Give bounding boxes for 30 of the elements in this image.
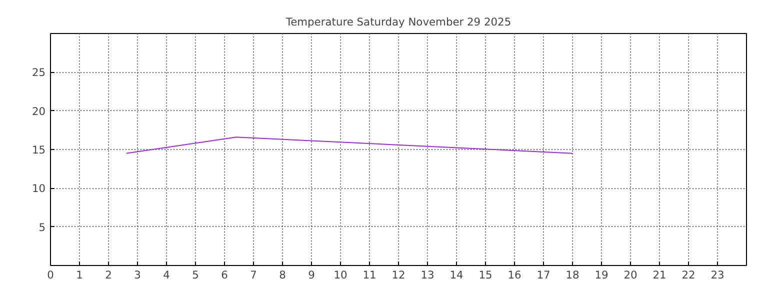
x-tick-label: 11 [362,268,376,282]
y-tick-label: 25 [32,66,46,80]
y-tick-label: 5 [38,220,46,234]
x-tick-label: 19 [594,268,608,282]
y-tick-label: 15 [32,144,46,156]
y-tick-label: 20 [32,104,46,118]
x-tick-label: 21 [652,268,666,282]
x-tick-label: 23 [710,268,724,282]
x-tick-label: 10 [334,268,348,282]
x-tick-label: 5 [192,268,199,282]
y-tick-label: 10 [32,182,46,196]
x-tick-label: 13 [420,268,434,282]
x-tick-label: 16 [508,268,522,282]
chart-title: Temperature Saturday November 29 2025 [284,16,512,28]
x-tick-label: 12 [392,268,406,282]
x-tick-label: 0 [47,268,54,282]
x-tick-label: 18 [566,268,580,282]
x-tick-label: 6 [221,268,228,282]
x-tick-label: 9 [308,268,316,282]
x-tick-label: 15 [478,268,492,282]
x-tick-label: 2 [105,268,112,282]
x-tick-label: 22 [682,268,696,282]
x-tick-label: 17 [536,268,550,282]
x-tick-label: 1 [76,268,83,282]
x-tick-label: 14 [450,268,464,282]
x-tick-label: 8 [279,268,286,282]
x-tick-label: 4 [163,268,170,282]
x-tick-label: 3 [134,268,141,282]
x-tick-label: 7 [250,268,257,282]
x-tick-label: 20 [624,268,638,282]
